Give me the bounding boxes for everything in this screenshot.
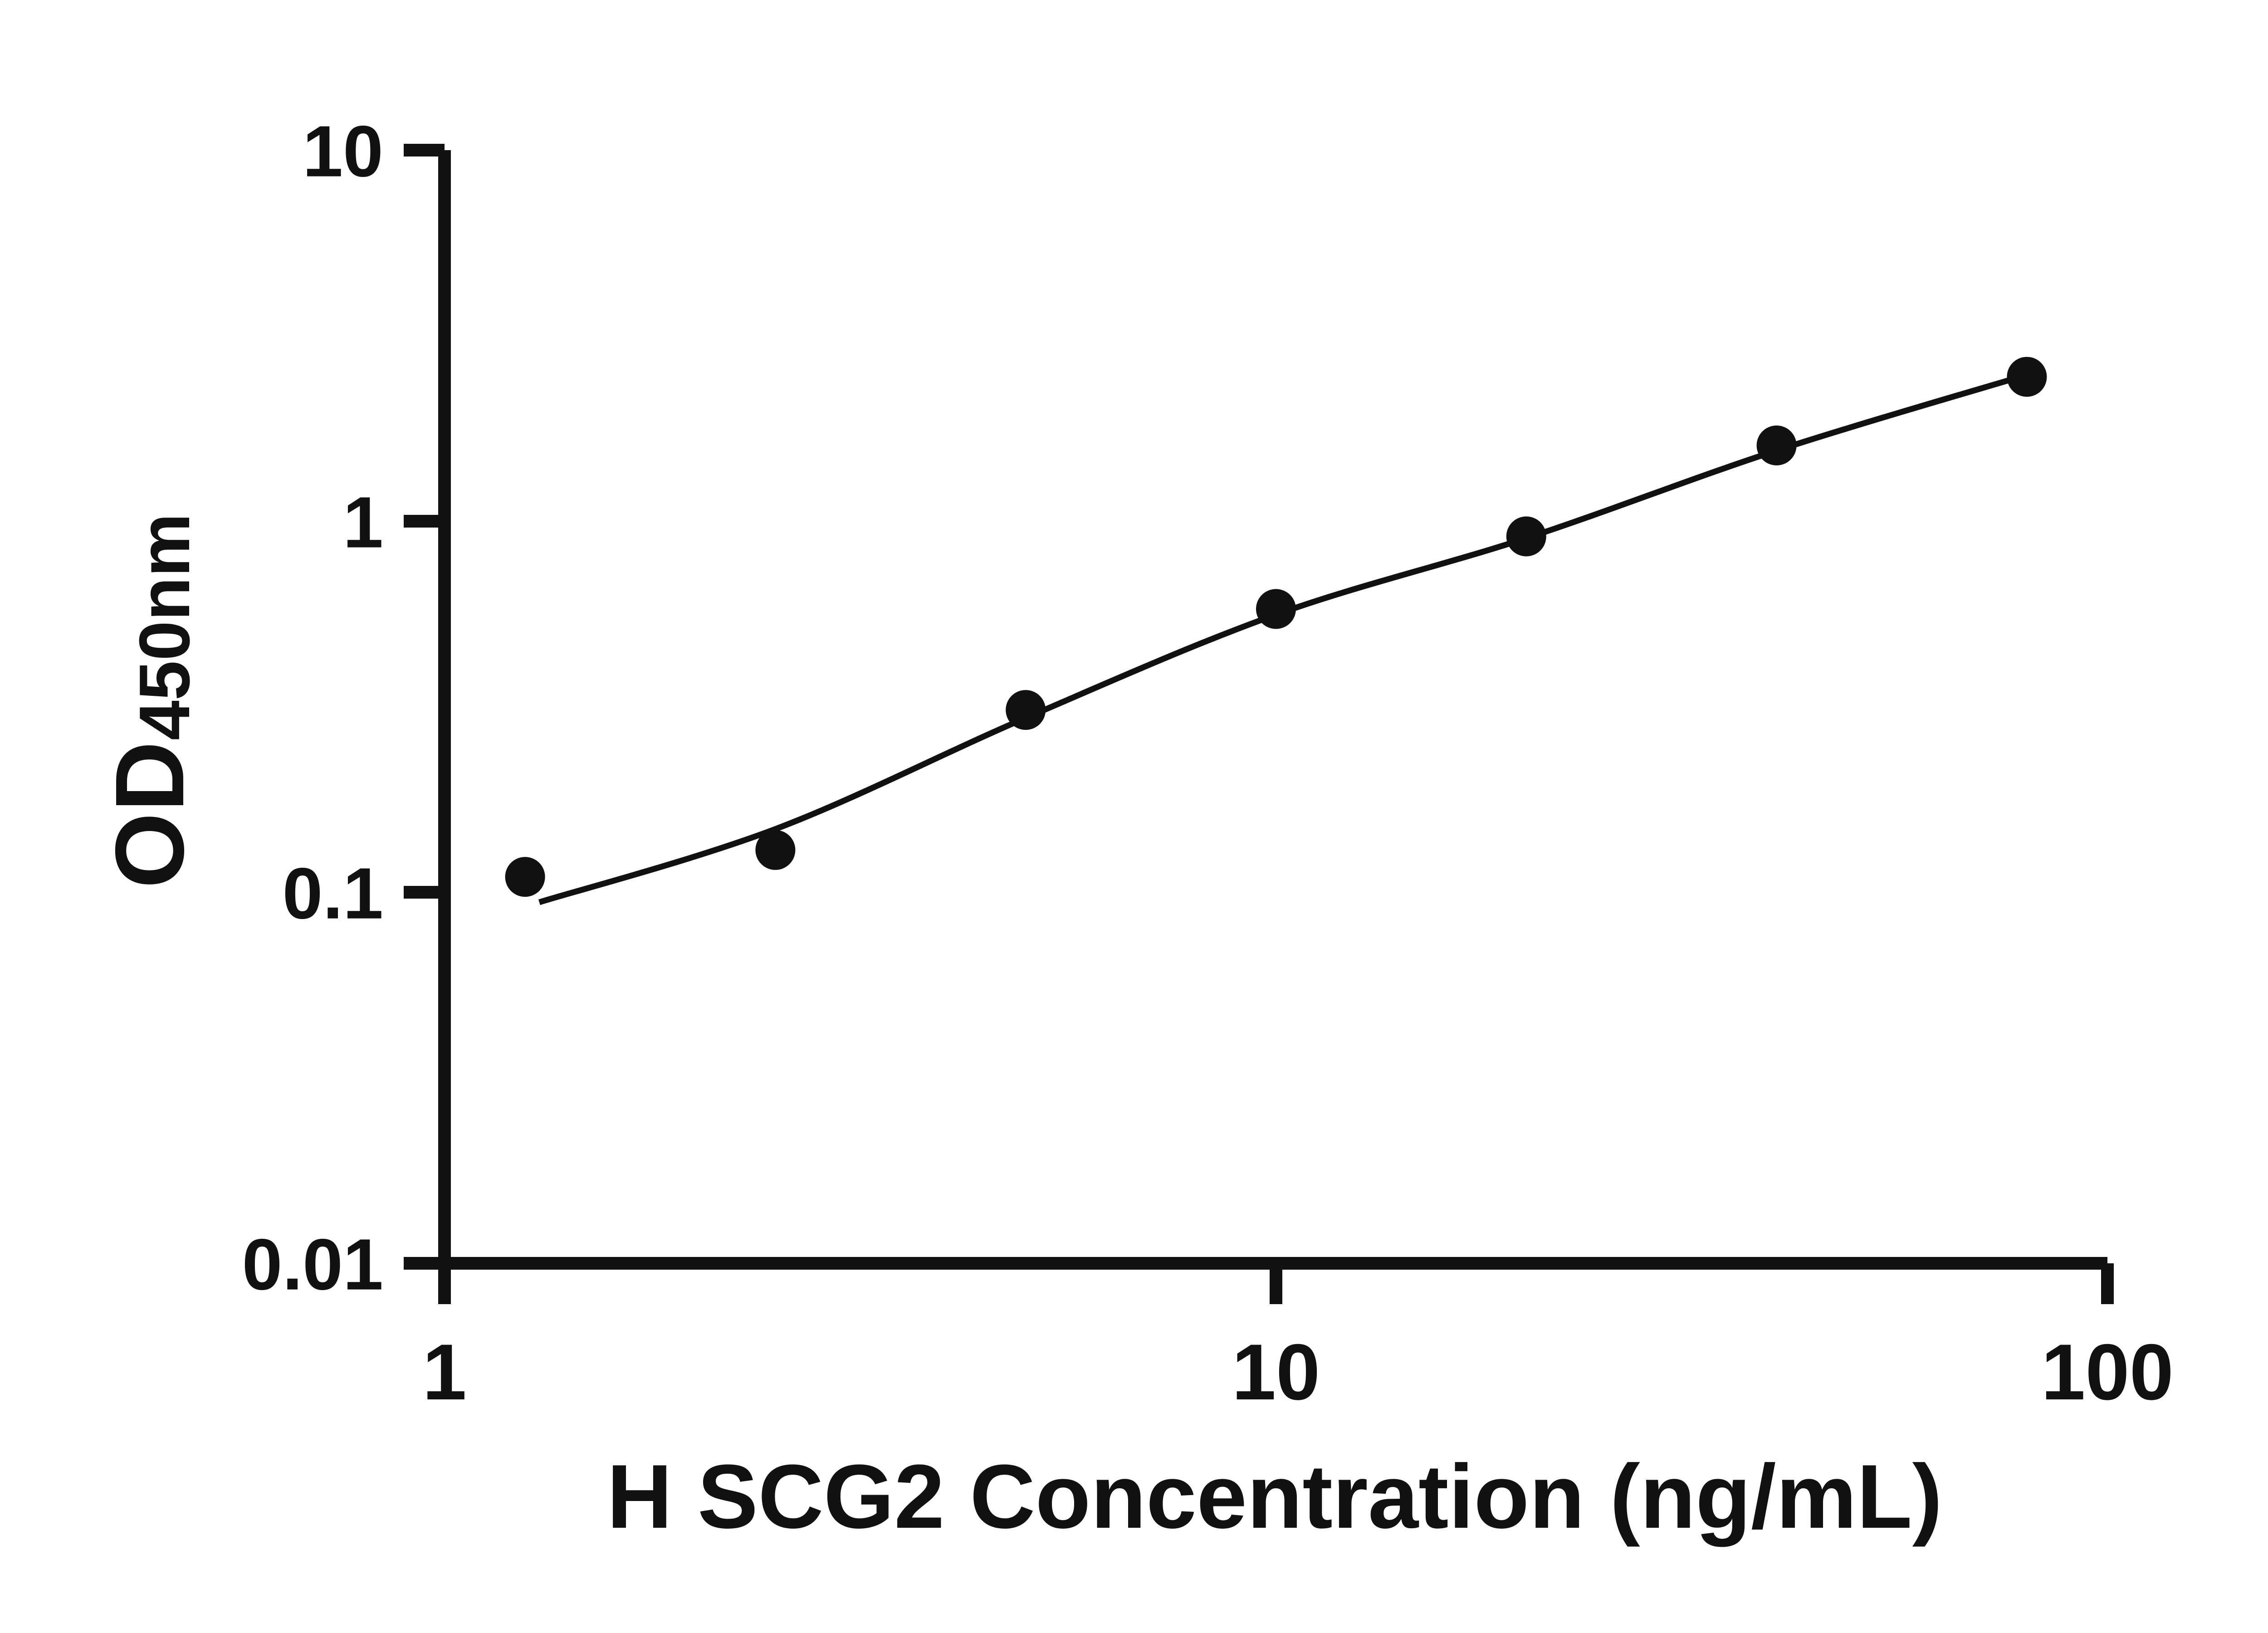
data-point [1006,690,1046,730]
y-axis-title-subscript: 450nm [124,513,205,741]
data-point [505,857,545,897]
data-point [2007,357,2047,397]
y-tick-label: 10 [303,111,383,192]
y-tick-label: 0.1 [283,853,383,934]
data-point [1256,589,1296,629]
x-tick-label: 10 [1232,1328,1320,1417]
y-axis-title-main: OD [95,740,204,889]
axis-spine [438,150,2107,1270]
data-point [755,830,796,870]
x-tick-label: 100 [2041,1328,2174,1417]
x-axis-title: H SCG2 Concentration (ng/mL) [606,1446,1943,1547]
data-point [1506,516,1546,557]
y-axis-title: OD450nm [93,513,206,888]
fit-curve [538,371,2033,905]
y-tick-label: 0.01 [242,1224,383,1305]
y-tick-label: 1 [343,482,383,563]
data-point [1756,425,1797,465]
x-tick-label: 1 [422,1328,466,1417]
